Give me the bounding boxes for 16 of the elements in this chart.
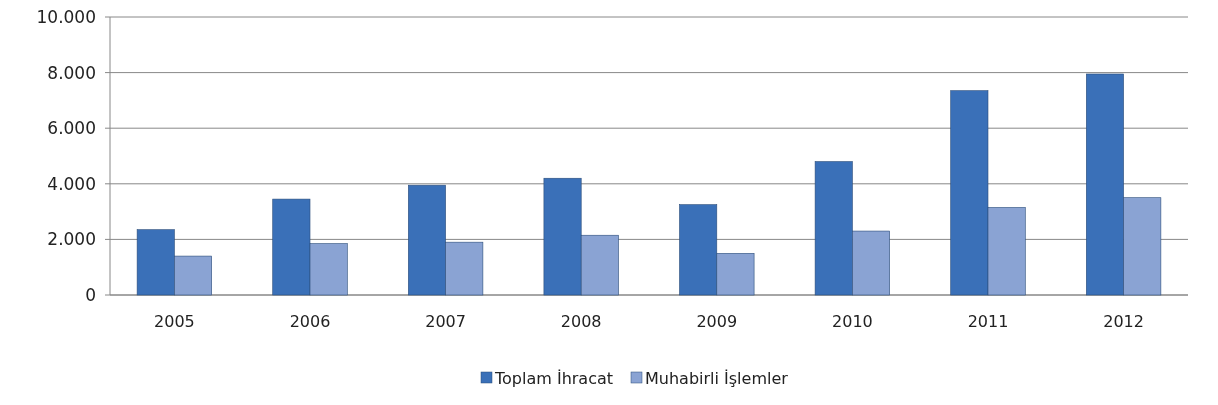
legend-label: Muhabirli İşlemler bbox=[645, 368, 789, 388]
x-tick-label: 2005 bbox=[154, 312, 195, 331]
y-tick-label: 6.000 bbox=[47, 118, 96, 139]
x-tick-label: 2011 bbox=[967, 312, 1009, 331]
x-tick-label: 2007 bbox=[425, 312, 466, 331]
y-tick-label: 2.000 bbox=[47, 229, 96, 250]
x-tick-label: 2009 bbox=[696, 312, 738, 331]
y-tick-label: 4.000 bbox=[47, 173, 96, 194]
x-tick-label: 2008 bbox=[560, 312, 602, 331]
y-tick-label: 0 bbox=[85, 284, 96, 305]
x-tick-label: 2006 bbox=[289, 312, 331, 331]
y-tick-label: 8.000 bbox=[47, 62, 96, 83]
y-tick-label: 10.000 bbox=[36, 6, 96, 27]
x-tick-label: 2010 bbox=[832, 312, 873, 331]
legend-label: Toplam İhracat bbox=[494, 368, 614, 388]
x-tick-label: 2012 bbox=[1103, 312, 1144, 331]
